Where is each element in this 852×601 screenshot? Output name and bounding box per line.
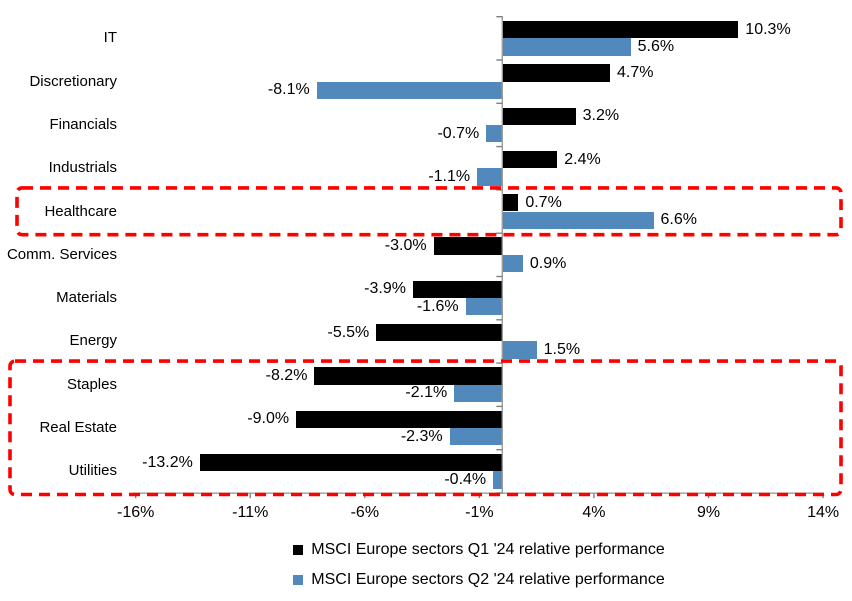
value-label-q2-materials: -1.6% [416, 297, 459, 315]
bar-q2-staples [454, 384, 503, 403]
value-label-q1-materials: -3.9% [364, 280, 406, 298]
healthcare-highlight-box [15, 186, 843, 237]
value-label-q2-discretionary: -8.1% [267, 81, 310, 99]
category-label-utilities: Utilities [68, 462, 117, 480]
value-label-q1-comm-services: -3.0% [384, 237, 427, 255]
value-label-q2-comm-services: 0.9% [529, 254, 567, 272]
legend: MSCI Europe sectors Q1 '24 relative perf… [135, 540, 823, 589]
category-label-comm-services: Comm. Services [6, 245, 117, 263]
legend-swatch-q2 [293, 574, 304, 585]
category-label-industrials: Industrials [48, 159, 117, 177]
bar-q1-utilities [199, 453, 503, 472]
bar-q1-healthcare [502, 194, 519, 212]
legend-item-q2: MSCI Europe sectors Q2 '24 relative perf… [293, 570, 665, 589]
bar-q1-comm-services [433, 237, 503, 255]
legend-swatch-q1 [293, 544, 304, 555]
bar-q1-energy [376, 324, 503, 342]
value-label-q2-staples: -2.1% [405, 384, 448, 402]
x-tick-label-1: -1% [465, 504, 494, 521]
legend-item-q1: MSCI Europe sectors Q1 '24 relative perf… [293, 540, 665, 559]
x-tick-label-14: 14% [807, 504, 840, 521]
bar-q1-it [502, 20, 739, 39]
bar-q2-discretionary [316, 81, 503, 99]
bar-q2-real-estate [449, 428, 503, 446]
category-label-it: IT [103, 29, 117, 47]
category-label-financials: Financials [49, 115, 117, 133]
legend-label-q2: MSCI Europe sectors Q2 '24 relative perf… [311, 571, 665, 588]
value-label-q2-it: 5.6% [637, 38, 675, 55]
value-label-q1-it: 10.3% [745, 20, 791, 38]
x-tick-label-16: -16% [117, 504, 155, 521]
category-label-healthcare: Healthcare [44, 202, 117, 220]
value-label-q1-discretionary: 4.7% [616, 63, 654, 81]
category-label-materials: Materials [56, 289, 117, 307]
category-label-energy: Energy [69, 332, 117, 350]
bar-q2-it [502, 38, 631, 56]
bar-q2-industrials [477, 168, 503, 186]
value-label-q1-financials: 3.2% [582, 107, 620, 125]
bar-q1-materials [412, 280, 503, 299]
bar-q2-energy [502, 341, 537, 359]
value-label-q1-real-estate: -9.0% [247, 410, 290, 428]
value-label-q1-energy: -5.5% [327, 323, 370, 341]
value-label-q2-financials: -0.7% [437, 124, 480, 142]
value-label-q1-utilities: -13.2% [142, 453, 193, 471]
legend-label-q1: MSCI Europe sectors Q1 '24 relative perf… [311, 541, 665, 558]
x-tick-label-4: 4% [582, 504, 606, 521]
bar-q2-comm-services [502, 254, 523, 273]
x-tick-label-11: -11% [232, 504, 269, 521]
category-label-staples: Staples [66, 375, 117, 393]
x-tick-label-9: 9% [696, 504, 721, 521]
bar-q1-industrials [502, 150, 558, 169]
bar-q2-utilities [493, 471, 503, 489]
category-label-discretionary: Discretionary [29, 72, 117, 90]
bar-q1-discretionary [502, 64, 610, 82]
bar-q2-healthcare [502, 211, 654, 229]
value-label-q2-real-estate: -2.3% [400, 427, 443, 445]
value-label-q1-industrials: 2.4% [564, 150, 601, 168]
value-label-q2-healthcare: 6.6% [660, 211, 697, 229]
bar-q2-materials [465, 298, 503, 316]
x-tick-label-6: -6% [350, 504, 380, 521]
value-label-q1-healthcare: 0.7% [525, 193, 562, 211]
value-label-q1-staples: -8.2% [265, 367, 308, 384]
bar-q1-real-estate [296, 410, 503, 428]
category-label-real-estate: Real Estate [39, 419, 117, 437]
bar-q2-financials [486, 124, 503, 143]
bar-q1-financials [502, 107, 576, 125]
value-label-q2-energy: 1.5% [543, 341, 581, 359]
bar-q1-staples [314, 367, 503, 385]
value-label-q2-industrials: -1.1% [428, 167, 471, 185]
value-label-q2-utilities: -0.4% [444, 471, 487, 488]
